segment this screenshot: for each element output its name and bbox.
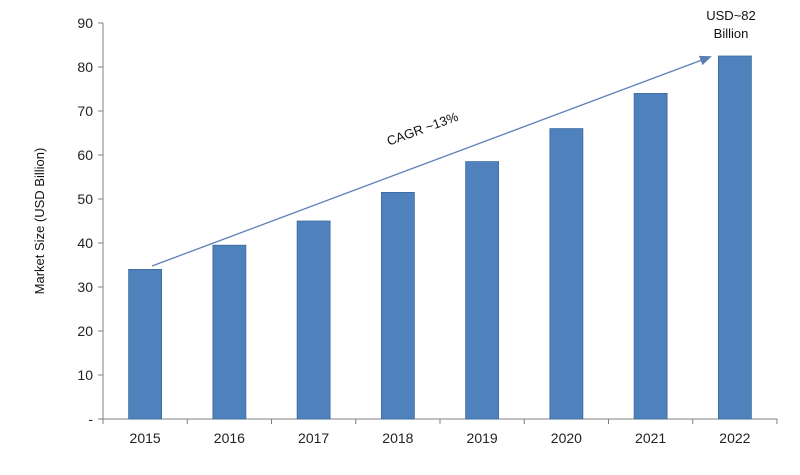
x-tick-label-2015: 2015 (130, 430, 161, 446)
y-tick-label: 30 (77, 279, 93, 295)
y-axis-ticks: - 10 20 30 40 50 60 70 80 90 (77, 15, 103, 427)
y-tick-label: 60 (77, 147, 93, 163)
y-tick-label: 50 (77, 191, 93, 207)
x-tick-label-2021: 2021 (635, 430, 666, 446)
cagr-trend-arrow (151, 55, 712, 267)
bar-2020 (549, 128, 584, 420)
y-tick-label: 80 (77, 59, 93, 75)
bar-2016 (212, 244, 247, 420)
y-axis-title: Market Size (USD Billion) (32, 148, 47, 295)
cagr-label: CAGR ~13% (385, 109, 461, 149)
y-tick-label: 90 (77, 15, 93, 31)
bar-2021 (633, 93, 668, 420)
bar-2017 (296, 220, 331, 420)
end-value-label-line2: Billion (714, 26, 749, 41)
bar-series (128, 55, 752, 420)
bar-2018 (380, 191, 415, 420)
y-tick-label: 10 (77, 367, 93, 383)
y-tick-label: 20 (77, 323, 93, 339)
bar-2022 (717, 55, 752, 420)
x-tick-label-2022: 2022 (719, 430, 750, 446)
bar-2015 (128, 268, 163, 420)
x-tick-label-2017: 2017 (298, 430, 329, 446)
y-tick-label: 70 (77, 103, 93, 119)
x-tick-label-2019: 2019 (467, 430, 498, 446)
y-tick-label: - (88, 411, 93, 427)
x-tick-label-2020: 2020 (551, 430, 582, 446)
x-axis-ticks: 2015 2016 2017 2018 2019 2020 2021 2022 (102, 419, 778, 446)
bar-2019 (465, 161, 500, 420)
end-value-label-line1: USD~82 (706, 8, 756, 23)
chart-axes (102, 23, 777, 420)
x-tick-label-2016: 2016 (214, 430, 245, 446)
x-tick-label-2018: 2018 (382, 430, 413, 446)
y-tick-label: 40 (77, 235, 93, 251)
